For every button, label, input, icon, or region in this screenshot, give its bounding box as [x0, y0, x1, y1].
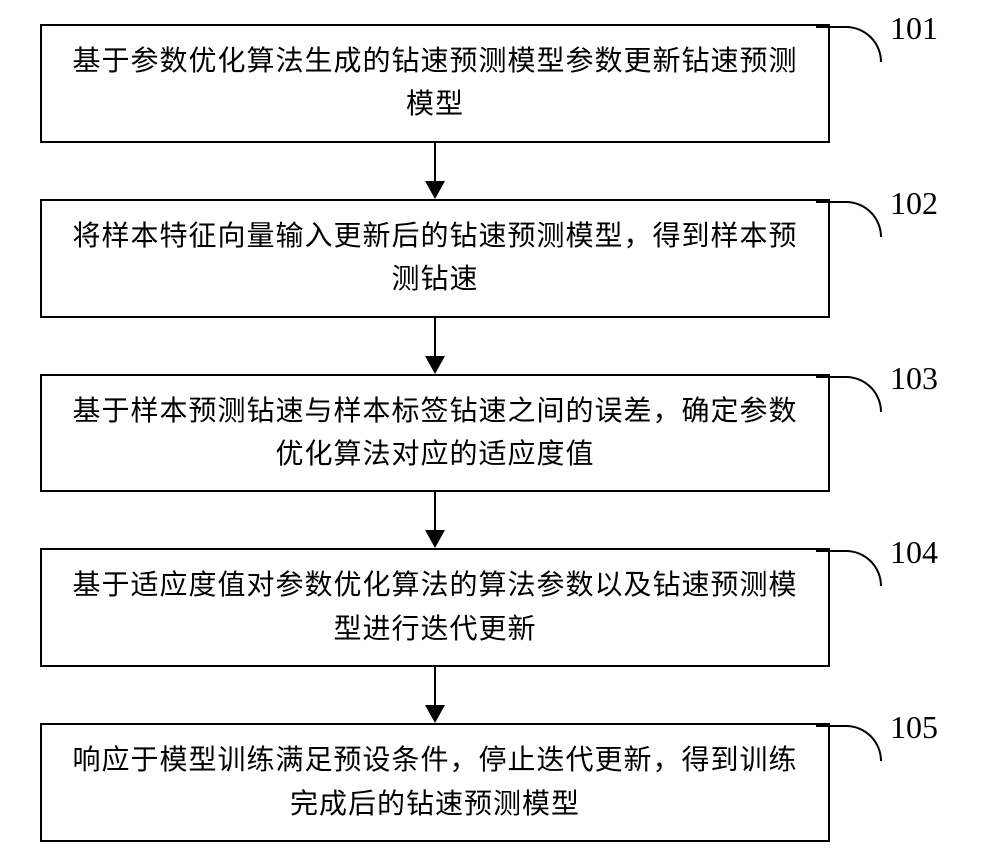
label-connector [816, 376, 882, 412]
step-text: 基于参数优化算法生成的钻速预测模型参数更新钻速预测模型 [68, 40, 802, 127]
arrow-head-icon [425, 530, 445, 548]
arrow [40, 492, 830, 548]
step-label: 101 [890, 4, 938, 54]
arrow [40, 667, 830, 723]
step-text: 响应于模型训练满足预设条件，停止迭代更新，得到训练完成后的钻速预测模型 [68, 739, 802, 826]
step-box-104: 104 基于适应度值对参数优化算法的算法参数以及钻速预测模型进行迭代更新 [40, 548, 830, 667]
step-label: 103 [890, 354, 938, 404]
step-label: 102 [890, 179, 938, 229]
step-box-101: 101 基于参数优化算法生成的钻速预测模型参数更新钻速预测模型 [40, 24, 830, 143]
arrow-line [434, 143, 437, 183]
step-text: 将样本特征向量输入更新后的钻速预测模型，得到样本预测钻速 [68, 215, 802, 302]
arrow-head-icon [425, 181, 445, 199]
label-connector [816, 26, 882, 62]
arrow-line [434, 318, 437, 358]
step-label: 104 [890, 528, 938, 578]
step-box-103: 103 基于样本预测钻速与样本标签钻速之间的误差，确定参数优化算法对应的适应度值 [40, 374, 830, 493]
arrow-line [434, 492, 437, 532]
arrow-line [434, 667, 437, 707]
step-box-105: 105 响应于模型训练满足预设条件，停止迭代更新，得到训练完成后的钻速预测模型 [40, 723, 830, 842]
step-box-102: 102 将样本特征向量输入更新后的钻速预测模型，得到样本预测钻速 [40, 199, 830, 318]
step-text: 基于适应度值对参数优化算法的算法参数以及钻速预测模型进行迭代更新 [68, 564, 802, 651]
arrow [40, 318, 830, 374]
flowchart-container: 101 基于参数优化算法生成的钻速预测模型参数更新钻速预测模型 102 将样本特… [40, 24, 960, 842]
label-connector [816, 201, 882, 237]
label-connector [816, 725, 882, 761]
arrow-head-icon [425, 356, 445, 374]
arrow-head-icon [425, 705, 445, 723]
step-text: 基于样本预测钻速与样本标签钻速之间的误差，确定参数优化算法对应的适应度值 [68, 390, 802, 477]
label-connector [816, 550, 882, 586]
arrow [40, 143, 830, 199]
step-label: 105 [890, 703, 938, 753]
